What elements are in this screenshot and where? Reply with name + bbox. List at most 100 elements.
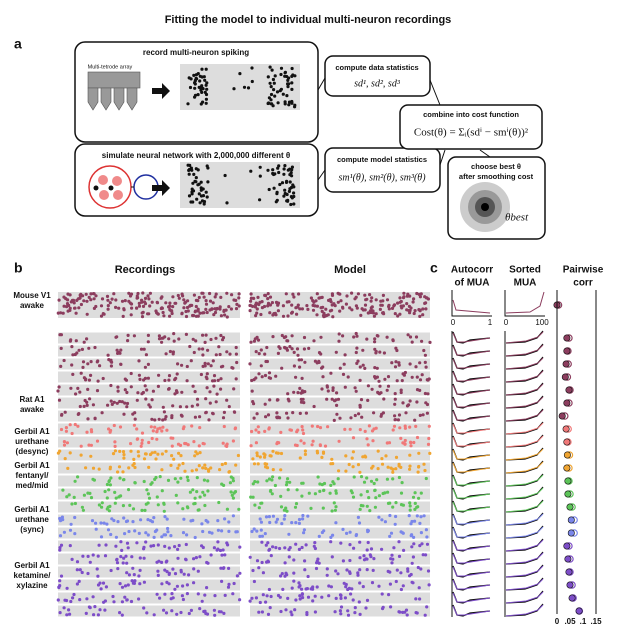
model-stats-box — [324, 147, 441, 193]
box-title: combine into cost function — [423, 110, 519, 119]
recording-corr-dot — [566, 581, 574, 589]
spike-raster — [250, 527, 429, 540]
spike-raster — [61, 487, 238, 500]
autocorr-model-curve — [452, 592, 491, 603]
spike-raster — [252, 462, 427, 474]
axis — [451, 290, 545, 317]
group-label: (sync) — [20, 525, 44, 534]
group-label: (desync) — [16, 447, 49, 456]
spike-raster — [257, 605, 429, 617]
axis — [451, 383, 506, 396]
formula: sd¹, sd², sd³ — [354, 78, 401, 89]
figure-title: Fitting the model to individual multi-ne… — [165, 14, 452, 26]
autocorr-model-curve — [452, 423, 491, 434]
raster-row-bg — [250, 540, 430, 552]
autocorr-model-curve — [452, 384, 491, 395]
raster-row-bg — [58, 475, 240, 487]
column-header: MUA — [514, 278, 537, 289]
recording-corr-dot — [565, 386, 573, 394]
recording-corr-dot — [563, 451, 571, 459]
sorted-mua-model-curve — [505, 357, 544, 370]
sorted-mua-model-curve — [505, 578, 544, 591]
autocorr-model-curve — [452, 566, 491, 577]
group-label: awake — [20, 405, 45, 414]
raster-row-bg — [58, 345, 240, 357]
autocorr-model-curve — [452, 579, 491, 590]
connector — [429, 79, 491, 166]
sorted-mua-model-curve — [505, 409, 544, 422]
column-header: of MUA — [455, 278, 490, 289]
sorted-mua-model-curve — [505, 344, 544, 357]
sorted-mua-model-curve — [505, 435, 544, 448]
panel-letter: a — [14, 36, 22, 52]
autocorr-model-curve — [452, 540, 491, 551]
recording-corr-dot — [565, 568, 573, 576]
spike-raster — [56, 291, 241, 319]
raster-row-bg — [58, 410, 240, 422]
raster-row-bg — [250, 345, 430, 357]
box-title: record multi-neuron spiking — [143, 48, 249, 57]
sorted-mua-model-curve — [505, 396, 544, 409]
column-header: Model — [334, 264, 366, 276]
raster-row-bg — [250, 384, 430, 396]
spike-raster — [57, 579, 236, 591]
group-label: Gerbil A1 — [14, 505, 50, 514]
recording-corr-dot — [564, 490, 572, 498]
recording-corr-dot — [563, 542, 571, 550]
autocorr-model-curve — [452, 488, 491, 499]
raster-row-bg — [58, 579, 240, 591]
raster-row-bg — [250, 358, 430, 370]
group-label: Mouse V1 — [13, 291, 51, 300]
spike-raster — [253, 501, 420, 513]
recording-corr-dot — [564, 555, 572, 563]
spike-raster — [70, 500, 241, 513]
raster-row-bg — [58, 592, 240, 604]
autocorr-model-curve — [452, 605, 491, 616]
column-header: Recordings — [115, 264, 176, 276]
axis — [451, 344, 506, 357]
sorted-mua-model-curve — [505, 370, 544, 383]
axis — [451, 422, 506, 435]
spike-raster — [248, 592, 422, 605]
group-label: awake — [20, 301, 45, 310]
panel-letter: b — [14, 260, 23, 276]
axis — [451, 461, 506, 474]
tick-label: 0 — [504, 318, 509, 327]
axis — [451, 474, 506, 487]
recording-corr-dot — [562, 425, 570, 433]
spike-raster — [186, 65, 297, 109]
spike-raster — [56, 383, 236, 396]
autocorr-model-curve — [452, 436, 491, 447]
spike-raster — [258, 513, 426, 526]
recording-corr-dot — [563, 438, 571, 446]
arrow — [152, 180, 170, 196]
box-title: compute model statistics — [337, 155, 427, 164]
raster-row-bg — [250, 566, 430, 578]
raster-row-bg — [250, 501, 430, 513]
spike-raster — [251, 475, 428, 488]
spike-raster — [59, 344, 238, 357]
recording-corr-dot — [566, 503, 574, 511]
cost-box — [399, 104, 543, 150]
column-header: Pairwise — [563, 265, 604, 276]
panel-letter: c — [430, 260, 438, 276]
group-label: Gerbil A1 — [14, 427, 50, 436]
recording-corr-dot — [567, 516, 575, 524]
raster-row-bg — [250, 410, 430, 422]
raster-row-bg — [250, 553, 430, 565]
raster-row-bg — [250, 332, 430, 344]
spike-raster — [58, 514, 235, 526]
tick-label: 100 — [535, 318, 549, 327]
spike-raster — [248, 553, 428, 565]
axis — [451, 565, 506, 578]
box-title: choose best θ — [471, 162, 521, 171]
network-icon — [88, 165, 159, 209]
group-label: fentanyl/ — [16, 471, 50, 480]
recording-corr-dot — [568, 594, 576, 602]
axis — [451, 396, 506, 409]
tick-label: .15 — [590, 617, 602, 626]
spike-raster — [248, 291, 430, 319]
column-header: corr — [573, 278, 593, 289]
sorted-mua-curve — [505, 291, 545, 314]
sorted-mua-model-curve — [505, 448, 544, 461]
